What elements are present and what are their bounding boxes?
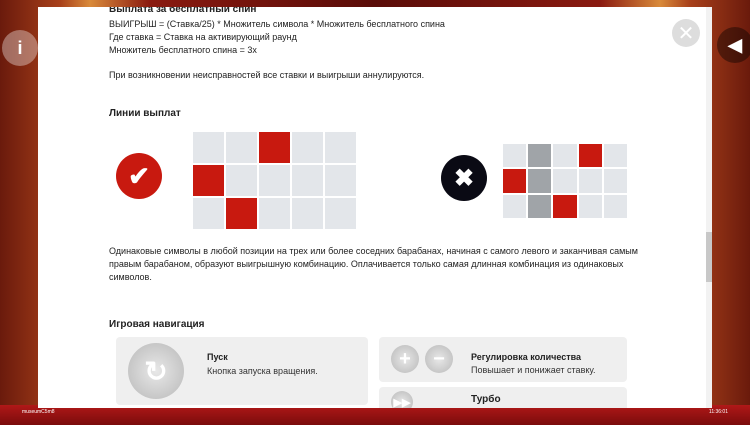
valid-payline-grid xyxy=(193,132,356,229)
scrollbar[interactable] xyxy=(706,7,712,408)
grid-cell xyxy=(578,194,602,218)
nav-title: Турбо xyxy=(471,394,501,405)
grid-cell-highlighted xyxy=(193,165,224,196)
info-icon[interactable]: i xyxy=(2,30,38,66)
grid-cell-highlighted xyxy=(259,132,290,163)
sound-icon[interactable]: ◀ xyxy=(717,27,750,63)
nav-card-amount: + − Регулировка количества Повышает и по… xyxy=(379,337,627,382)
close-button[interactable]: ✕ xyxy=(672,19,700,47)
grid-cell xyxy=(578,169,602,193)
game-floor xyxy=(0,405,750,425)
checkmark-icon: ✔ xyxy=(116,153,162,199)
grid-cell xyxy=(603,194,627,218)
scrollbar-thumb[interactable] xyxy=(706,232,712,282)
grid-cell xyxy=(292,165,323,196)
formula-line: ВЫИГРЫШ = (Ставка/25) * Множитель символ… xyxy=(109,19,445,29)
paylines-description: Одинаковые символы в любой позиции на тр… xyxy=(109,246,638,282)
paylines-title: Линии выплат xyxy=(109,108,181,119)
grid-cell xyxy=(259,198,290,229)
grid-cell xyxy=(259,165,290,196)
malfunction-text: При возникновении неисправностей все ста… xyxy=(109,70,425,80)
close-icon: ✕ xyxy=(677,22,695,45)
grid-cell-highlighted xyxy=(578,144,602,168)
grid-cell xyxy=(193,132,224,163)
nav-desc: Повышает и понижает ставку. xyxy=(471,365,596,375)
cross-icon: ✖ xyxy=(441,155,487,201)
grid-cell-gray xyxy=(528,194,552,218)
grid-cell-highlighted xyxy=(553,194,577,218)
grid-cell-gray xyxy=(528,144,552,168)
nav-card-turbo: ▶▶ Турбо xyxy=(379,387,627,408)
nav-title: Регулировка количества xyxy=(471,352,582,362)
clock: 11:36:01 xyxy=(708,409,728,415)
grid-cell xyxy=(193,198,224,229)
plus-icon: + xyxy=(391,345,419,373)
spin-icon: ↻ xyxy=(128,343,184,399)
grid-cell xyxy=(325,165,356,196)
grid-cell xyxy=(226,132,257,163)
paytable-modal: ✕ Выплата за бесплатный спин ВЫИГРЫШ = (… xyxy=(38,7,712,408)
nav-card-spin: ↻ Пуск Кнопка запуска вращения. xyxy=(116,337,368,405)
grid-cell-highlighted xyxy=(226,198,257,229)
formula-line: Множитель бесплатного спина = 3x xyxy=(109,45,257,55)
grid-cell-highlighted xyxy=(503,169,527,193)
grid-cell xyxy=(325,132,356,163)
grid-cell xyxy=(325,198,356,229)
grid-cell xyxy=(503,194,527,218)
free-spin-title: Выплата за бесплатный спин xyxy=(109,7,257,15)
navigation-title: Игровая навигация xyxy=(109,319,205,330)
grid-cell xyxy=(292,132,323,163)
nav-title: Пуск xyxy=(207,352,228,362)
grid-cell-gray xyxy=(528,169,552,193)
formula-line: Где ставка = Ставка на активирующий раун… xyxy=(109,32,297,42)
grid-cell xyxy=(603,144,627,168)
invalid-payline-grid xyxy=(503,144,627,218)
grid-cell xyxy=(292,198,323,229)
nav-desc: Кнопка запуска вращения. xyxy=(207,366,318,376)
turbo-icon: ▶▶ xyxy=(391,391,413,408)
grid-cell xyxy=(226,165,257,196)
username: museumC5m8 xyxy=(22,409,55,415)
grid-cell xyxy=(553,169,577,193)
grid-cell xyxy=(603,169,627,193)
grid-cell xyxy=(503,144,527,168)
grid-cell xyxy=(553,144,577,168)
minus-icon: − xyxy=(425,345,453,373)
